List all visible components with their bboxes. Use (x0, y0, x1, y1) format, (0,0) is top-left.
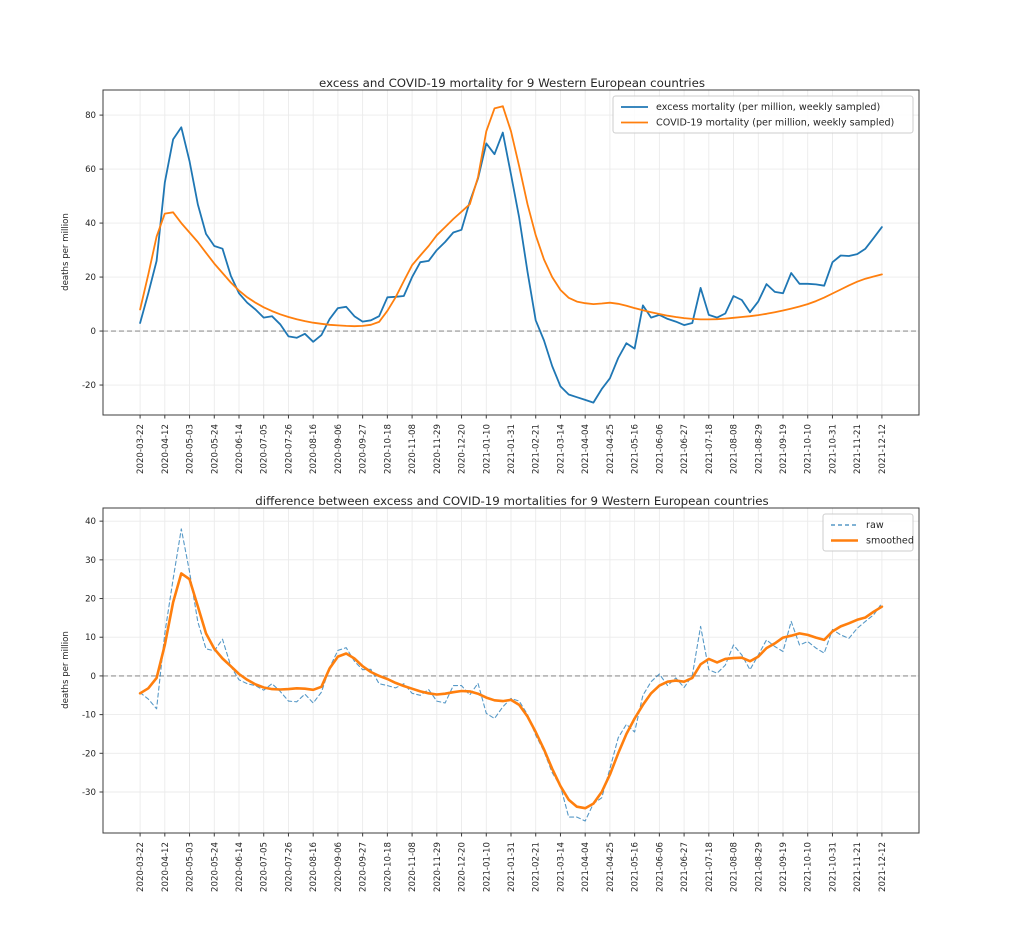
x-axis-tick-label: 2020-05-03 (186, 842, 196, 892)
series-line-excess (139, 126, 883, 404)
x-axis-tick-label: 2021-06-06 (655, 842, 665, 892)
x-axis-tick-label: 2020-08-16 (309, 842, 319, 892)
x-axis-tick-label: 2021-01-31 (507, 424, 517, 474)
x-axis-tick-label: 2020-04-12 (161, 424, 171, 474)
x-axis-tick-label: 2020-08-16 (309, 424, 319, 474)
x-axis-tick-label: 2021-01-31 (507, 842, 517, 892)
x-axis-tick-label: 2020-05-24 (210, 424, 220, 474)
x-axis-tick-label: 2021-02-21 (532, 842, 542, 892)
legend: raw smoothed (822, 513, 914, 552)
y-axis-tick-label: 10 (85, 633, 96, 643)
y-axis-tick-label: -20 (82, 381, 96, 391)
x-axis-tick-label: 2020-12-20 (458, 424, 468, 474)
y-axis-tick-label: 40 (85, 517, 96, 527)
x-axis-tick-label: 2021-03-14 (556, 424, 566, 474)
x-axis-tick-label: 2021-04-25 (606, 424, 616, 474)
x-axis-tick-label: 2021-06-27 (680, 842, 690, 892)
x-axis-tick-label: 2020-07-26 (284, 424, 294, 474)
top-chart-title: excess and COVID-19 mortality for 9 West… (319, 76, 705, 90)
x-axis-tick-label: 2021-03-14 (556, 842, 566, 892)
x-axis-tick-label: 2021-02-21 (532, 424, 542, 474)
series-line-covid (139, 105, 883, 328)
legend: excess mortality (per million, weekly sa… (612, 95, 914, 134)
x-axis-tick-label: 2020-09-06 (334, 424, 344, 474)
x-axis-tick-label: 2020-07-05 (260, 424, 270, 474)
legend-label: raw (866, 520, 884, 531)
x-axis-tick-label: 2021-08-29 (754, 842, 764, 892)
y-axis-tick-label: 0 (91, 327, 96, 337)
x-axis-tick-label: 2020-11-29 (433, 842, 443, 892)
x-axis-tick-label: 2020-11-08 (408, 424, 418, 474)
x-axis-tick-label: 2021-12-12 (878, 842, 888, 892)
y-axis-tick-label: 60 (85, 165, 96, 175)
x-axis-tick-label: 2021-04-25 (606, 842, 616, 892)
x-axis-tick-label: 2021-06-27 (680, 424, 690, 474)
x-axis-tick-label: 2021-01-10 (482, 842, 492, 892)
x-axis-tick-label: 2021-04-04 (581, 842, 591, 892)
x-axis-tick-label: 2021-10-31 (828, 424, 838, 474)
x-axis-tick-label: 2021-12-12 (878, 424, 888, 474)
x-axis-tick-label: 2021-11-21 (853, 842, 863, 892)
x-axis-tick-label: 2020-06-14 (235, 424, 245, 474)
x-axis-tick-label: 2020-07-05 (260, 842, 270, 892)
y-axis-tick-label: 80 (85, 111, 96, 121)
y-axis-tick-label: 30 (85, 556, 96, 566)
x-axis-tick-label: 2021-05-16 (631, 842, 641, 892)
x-axis-tick-label: 2020-11-08 (408, 842, 418, 892)
y-axis-tick-label: -30 (82, 788, 96, 798)
x-axis-tick-label: 2020-09-27 (359, 842, 369, 892)
x-axis-tick-label: 2020-10-18 (383, 424, 393, 474)
legend-label: COVID-19 mortality (per million, weekly … (656, 118, 894, 129)
x-axis-tick-label: 2020-05-24 (210, 842, 220, 892)
y-axis-tick-label: 20 (85, 595, 96, 605)
y-axis-tick-label: -10 (82, 711, 96, 721)
x-axis-tick-label: 2020-03-22 (136, 424, 146, 474)
y-axis-tick-label: 40 (85, 219, 96, 229)
x-axis-tick-label: 2020-07-26 (284, 842, 294, 892)
x-axis-tick-label: 2020-04-12 (161, 842, 171, 892)
y-axis-tick-label: -20 (82, 749, 96, 759)
x-axis-tick-label: 2021-07-18 (705, 424, 715, 474)
x-axis-tick-label: 2020-10-18 (383, 842, 393, 892)
x-axis-tick-label: 2020-09-27 (359, 424, 369, 474)
x-axis-tick-label: 2021-08-29 (754, 424, 764, 474)
series-line-smoothed (138, 572, 884, 810)
x-axis-tick-label: 2020-05-03 (186, 424, 196, 474)
bottom-chart: -30 -20 -10 0 10 20 30 40 2020-03-22 2020-04-12 20… (82, 507, 920, 892)
x-axis-tick-label: 2021-10-10 (804, 424, 814, 474)
top-chart: -20 0 20 40 60 80 2020-03-22 2020-04-12 2020-05-… (82, 89, 920, 474)
x-axis-tick-label: 2021-08-08 (730, 424, 740, 474)
x-axis-tick-label: 2021-10-31 (828, 842, 838, 892)
x-axis-tick-label: 2021-09-19 (779, 842, 789, 892)
x-axis-tick-label: 2020-09-06 (334, 842, 344, 892)
x-axis-tick-label: 2020-03-22 (136, 842, 146, 892)
x-axis-tick-label: 2021-04-04 (581, 424, 591, 474)
x-axis-tick-label: 2021-07-18 (705, 842, 715, 892)
x-axis-tick-label: 2021-01-10 (482, 424, 492, 474)
y-axis-tick-label: 20 (85, 273, 96, 283)
x-axis-tick-label: 2020-12-20 (458, 842, 468, 892)
legend-box (612, 95, 914, 134)
y-axis-tick-label: 0 (91, 672, 96, 682)
legend-label: smoothed (866, 536, 914, 547)
legend-label: excess mortality (per million, weekly sa… (656, 102, 880, 113)
x-axis-tick-label: 2021-05-16 (631, 424, 641, 474)
x-axis-tick-label: 2020-06-14 (235, 842, 245, 892)
x-axis-tick-label: 2021-06-06 (655, 424, 665, 474)
x-axis-tick-label: 2021-11-21 (853, 424, 863, 474)
x-axis-tick-label: 2021-09-19 (779, 424, 789, 474)
x-axis-tick-label: 2020-11-29 (433, 424, 443, 474)
bottom-chart-title: difference between excess and COVID-19 m… (255, 494, 769, 508)
x-axis-tick-label: 2021-08-08 (730, 842, 740, 892)
x-axis-tick-label: 2021-10-10 (804, 842, 814, 892)
